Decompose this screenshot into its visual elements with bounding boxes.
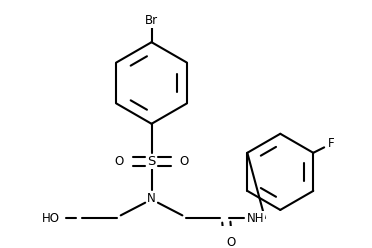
Text: N: N xyxy=(147,192,156,205)
Text: Br: Br xyxy=(145,14,158,27)
Text: HO: HO xyxy=(42,212,60,225)
Text: O: O xyxy=(227,236,236,248)
Text: S: S xyxy=(147,155,156,168)
Text: F: F xyxy=(328,137,335,150)
Text: NH: NH xyxy=(247,212,264,225)
Text: O: O xyxy=(180,155,189,168)
Text: O: O xyxy=(114,155,124,168)
